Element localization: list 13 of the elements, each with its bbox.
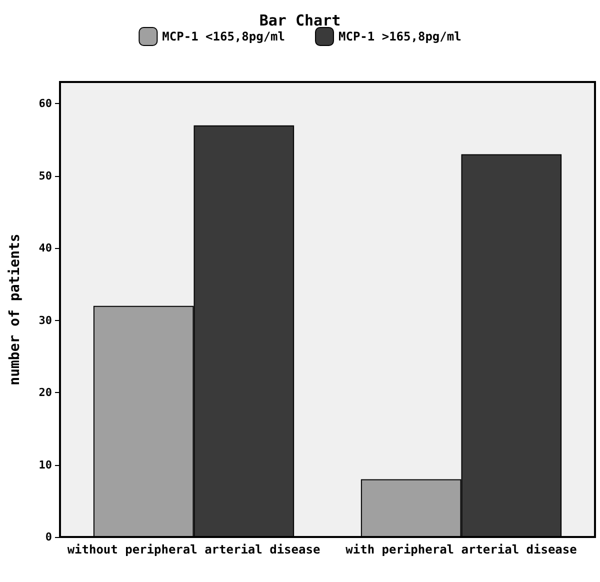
- x-tick-label: with peripheral arterial disease: [346, 542, 577, 556]
- y-tick-label: 0: [45, 530, 52, 544]
- y-tick-label: 20: [38, 386, 52, 400]
- y-tick-label: 10: [38, 458, 52, 472]
- y-axis-title: number of patients: [7, 234, 23, 386]
- y-tick-label: 50: [38, 169, 52, 182]
- y-tick-label: 30: [38, 314, 52, 327]
- y-tick-label: 40: [38, 242, 52, 255]
- legend-label: MCP-1 >165,8pg/ml: [338, 30, 462, 44]
- chart-title: Bar Chart: [259, 12, 341, 30]
- legend-label: MCP-1 <165,8pg/ml: [162, 30, 286, 44]
- y-tick-label: 60: [38, 97, 52, 110]
- x-tick-label: without peripheral arterial disease: [67, 542, 320, 556]
